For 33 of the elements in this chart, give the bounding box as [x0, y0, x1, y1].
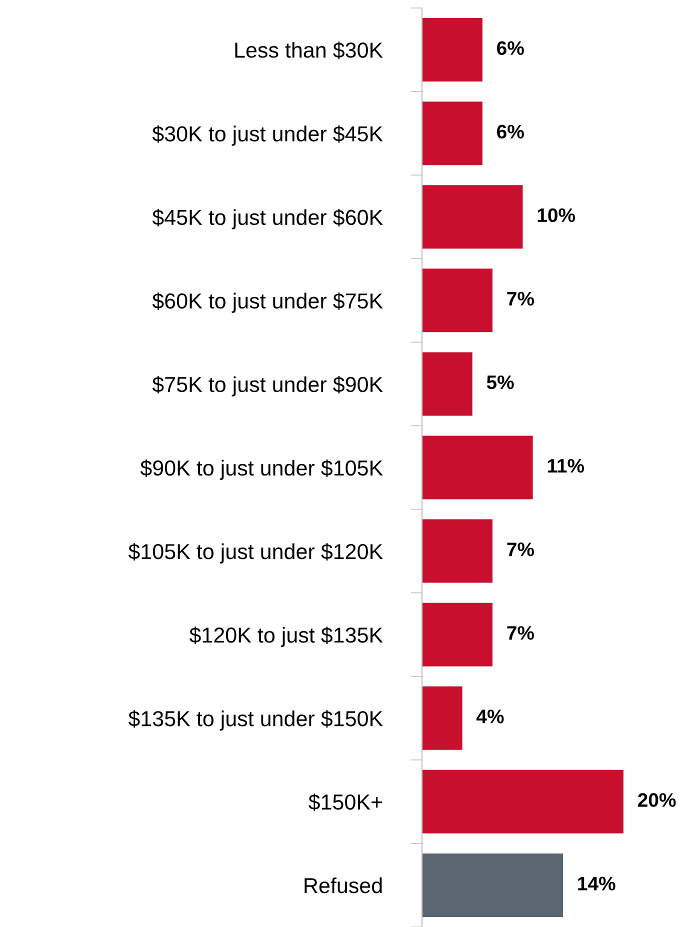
y-tick-label: $45K to just under $60K [152, 208, 383, 230]
bar [422, 770, 624, 834]
data-label: 6% [497, 41, 524, 55]
data-label: 4% [476, 710, 504, 724]
y-tick-label: $90K to just under $105K [140, 460, 383, 480]
data-label: 5% [486, 375, 514, 390]
y-tick-label: $135K to just under $150K [128, 710, 383, 731]
bar [422, 185, 523, 249]
data-label: 14% [578, 876, 616, 890]
bar [422, 268, 493, 332]
data-label: 11% [548, 459, 584, 473]
bar [422, 102, 482, 166]
y-tick-label: $60K to just under $75K [152, 292, 383, 313]
data-label: 7% [507, 626, 534, 640]
bar [422, 18, 482, 82]
y-tick-label: Less than $30K [235, 42, 383, 60]
bar [422, 686, 462, 750]
y-tick-label: $105K to just under $120K [128, 543, 383, 564]
data-label: 6% [497, 124, 524, 139]
data-label: 7% [507, 542, 534, 556]
bar [422, 436, 533, 500]
y-tick-label: $120K to just $135K [189, 626, 383, 648]
data-label: 10% [538, 208, 576, 222]
bar [422, 602, 493, 666]
data-label: 20% [638, 793, 676, 807]
y-tick-label: $30K to just under $45K [152, 125, 383, 146]
y-tick-label: $150K+ [308, 794, 382, 811]
data-label: 7% [507, 292, 534, 306]
y-tick-label: $75K to just under $90K [152, 376, 383, 396]
bar [422, 853, 564, 917]
bar [422, 519, 493, 583]
bar [422, 352, 472, 416]
y-tick-label: Refused [304, 877, 382, 894]
